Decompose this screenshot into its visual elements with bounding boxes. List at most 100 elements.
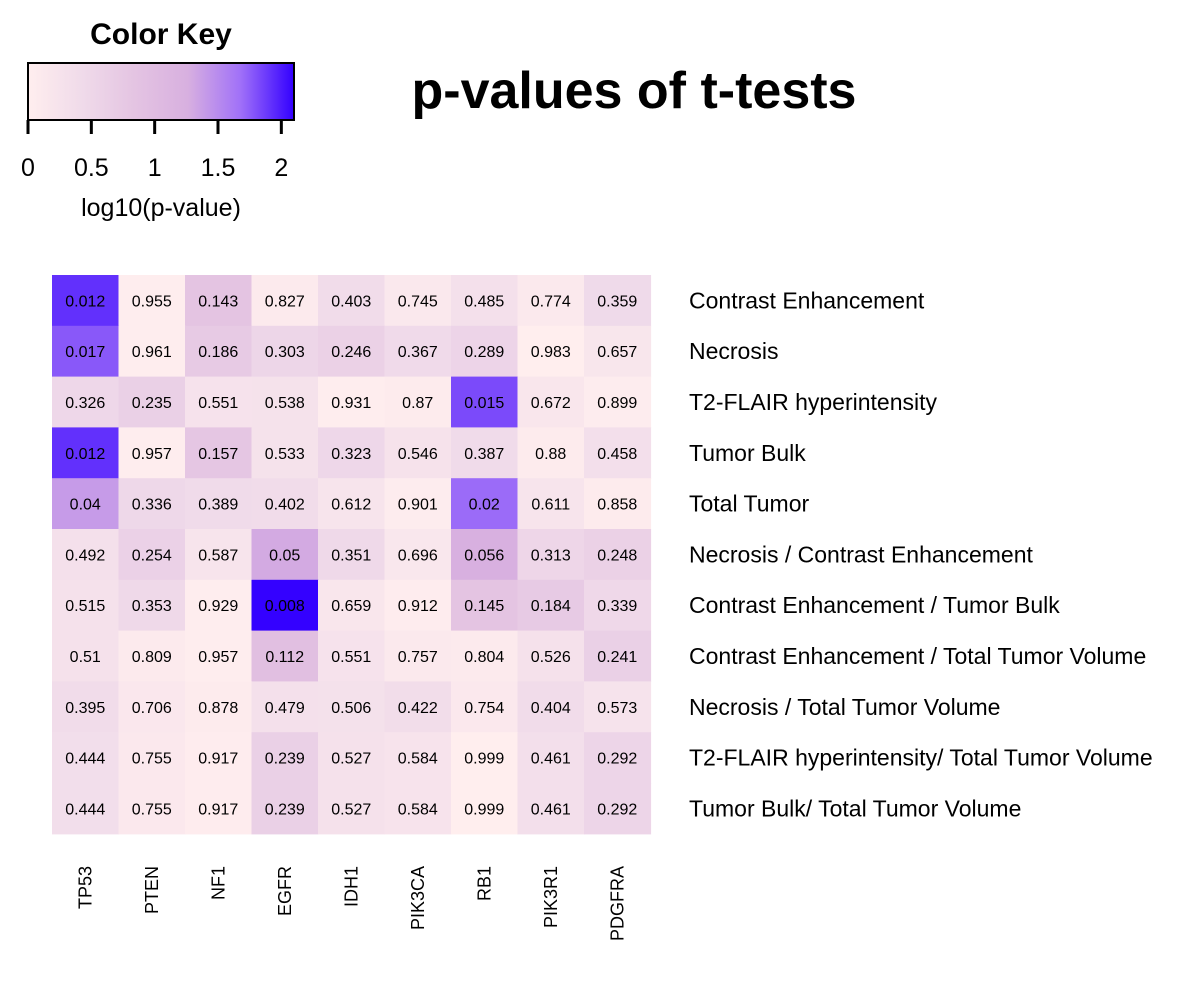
heatmap-cell — [185, 529, 253, 581]
color-key-ticks: 0 0.5 1 1.5 2 — [21, 120, 288, 182]
heatmap-cell — [118, 427, 186, 479]
cell-value-label: 0.05 — [269, 547, 300, 564]
heatmap-cell — [584, 376, 652, 428]
heatmap-cell — [318, 275, 386, 327]
heatmap-cell — [451, 275, 519, 327]
row-label: Necrosis / Total Tumor Volume — [689, 694, 1000, 720]
cell-value-label: 0.757 — [398, 649, 438, 666]
cell-value-label: 0.056 — [464, 547, 504, 564]
cell-value-label: 0.999 — [464, 801, 504, 818]
heatmap-cell — [318, 376, 386, 428]
cell-value-label: 0.546 — [398, 446, 438, 463]
cell-value-label: 0.157 — [198, 446, 238, 463]
cell-value-label: 0.587 — [198, 547, 238, 564]
cell-value-label: 0.931 — [331, 395, 371, 412]
column-label: PIK3R1 — [541, 866, 561, 928]
heatmap-cell — [517, 376, 585, 428]
cell-value-label: 0.145 — [464, 598, 504, 615]
cell-value-label: 0.444 — [65, 751, 105, 768]
color-key: Color Key 0 0.5 1 1.5 2 log10(p-value) — [21, 18, 295, 222]
heatmap-cell — [584, 478, 652, 530]
heatmap-cells: 0.012 0.955 0.143 0.827 0.403 0.745 0.485 0.774… — [52, 275, 652, 835]
heatmap-cell — [52, 732, 120, 784]
heatmap-cell — [185, 732, 253, 784]
color-key-tick-label: 0.5 — [74, 154, 109, 182]
column-label: PDGFRA — [607, 866, 627, 941]
cell-value-label: 0.389 — [198, 497, 238, 514]
cell-value-label: 0.353 — [132, 598, 172, 615]
row-label: Total Tumor — [689, 491, 809, 517]
heatmap-cell — [251, 681, 319, 733]
heatmap-cell — [318, 427, 386, 479]
heatmap-cell — [384, 478, 452, 530]
heatmap-cell — [451, 529, 519, 581]
heatmap-cell — [384, 376, 452, 428]
cell-value-label: 0.584 — [398, 801, 438, 818]
heatmap-cell — [517, 579, 585, 632]
cell-value-label: 0.551 — [198, 395, 238, 412]
cell-value-label: 0.755 — [132, 801, 172, 818]
heatmap-cell — [318, 630, 386, 682]
cell-value-label: 0.955 — [132, 293, 172, 310]
heatmap-cell — [584, 783, 652, 835]
heatmap-cell — [517, 478, 585, 530]
heatmap-cell — [185, 630, 253, 682]
heatmap-cell — [584, 325, 652, 378]
heatmap-cell — [384, 529, 452, 581]
heatmap-cell — [251, 376, 319, 428]
heatmap-cell — [52, 376, 120, 428]
cell-value-label: 0.458 — [597, 446, 637, 463]
cell-value-label: 0.917 — [198, 751, 238, 768]
cell-value-label: 0.444 — [65, 801, 105, 818]
heatmap-cell — [52, 325, 120, 378]
heatmap-cell — [384, 427, 452, 479]
cell-value-label: 0.404 — [531, 700, 571, 717]
cell-value-label: 0.403 — [331, 293, 371, 310]
color-key-title: Color Key — [90, 18, 232, 51]
cell-value-label: 0.323 — [331, 446, 371, 463]
heatmap-cell — [517, 427, 585, 479]
cell-value-label: 0.289 — [464, 344, 504, 361]
cell-value-label: 0.246 — [331, 344, 371, 361]
cell-value-label: 0.515 — [65, 598, 105, 615]
heatmap-cell — [517, 325, 585, 378]
row-label: T2-FLAIR hyperintensity — [689, 389, 937, 415]
heatmap-cell — [584, 630, 652, 682]
cell-value-label: 0.241 — [597, 649, 637, 666]
heatmap-cell — [584, 579, 652, 632]
heatmap-cell — [451, 732, 519, 784]
color-key-tick-label: 1.5 — [201, 154, 236, 182]
cell-value-label: 0.961 — [132, 344, 172, 361]
heatmap-cell — [52, 427, 120, 479]
cell-value-label: 0.351 — [331, 547, 371, 564]
cell-value-label: 0.696 — [398, 547, 438, 564]
heatmap-cell — [118, 630, 186, 682]
cell-value-label: 0.611 — [531, 497, 570, 514]
cell-value-label: 0.901 — [398, 497, 438, 514]
cell-value-label: 0.899 — [597, 395, 637, 412]
heatmap-cell — [517, 681, 585, 733]
heatmap-cell — [185, 579, 253, 632]
cell-value-label: 0.706 — [132, 700, 172, 717]
row-labels: Contrast Enhancement Necrosis T2-FLAIR hyp… — [689, 287, 1153, 821]
cell-value-label: 0.02 — [469, 497, 500, 514]
heatmap-cell — [118, 732, 186, 784]
column-label: PIK3CA — [408, 866, 428, 930]
heatmap-cell — [318, 529, 386, 581]
column-label: RB1 — [474, 866, 494, 901]
cell-value-label: 0.387 — [464, 446, 504, 463]
cell-value-label: 0.485 — [464, 293, 504, 310]
cell-value-label: 0.754 — [464, 700, 504, 717]
heatmap-cell — [185, 783, 253, 835]
heatmap-cell — [318, 478, 386, 530]
heatmap-cell — [185, 275, 253, 327]
cell-value-label: 0.809 — [132, 649, 172, 666]
column-label: EGFR — [275, 866, 295, 916]
cell-value-label: 0.339 — [597, 598, 637, 615]
heatmap-cell — [318, 732, 386, 784]
heatmap-cell — [451, 579, 519, 632]
heatmap-cell — [251, 427, 319, 479]
cell-value-label: 0.186 — [198, 344, 238, 361]
cell-value-label: 0.755 — [132, 751, 172, 768]
heatmap-cell — [251, 783, 319, 835]
